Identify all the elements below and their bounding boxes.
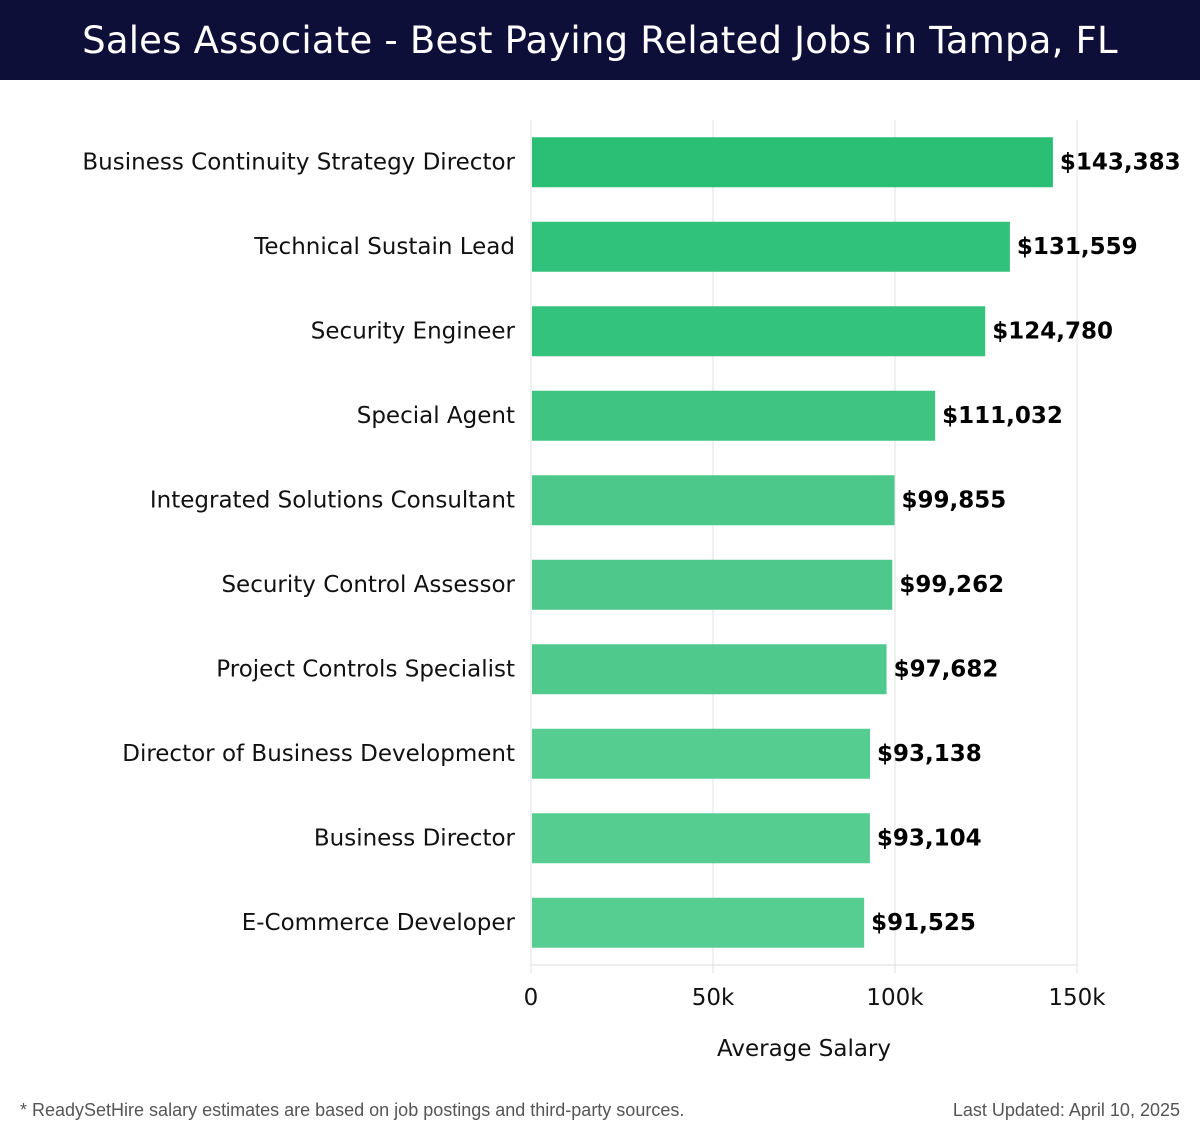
category-label: Technical Sustain Lead	[253, 234, 515, 260]
value-label: $131,559	[1017, 234, 1138, 260]
bar	[532, 728, 871, 779]
category-label: Security Control Assessor	[221, 572, 515, 598]
value-label: $143,383	[1060, 149, 1181, 175]
chart-title: Sales Associate - Best Paying Related Jo…	[0, 0, 1200, 80]
bar	[532, 559, 893, 610]
footnote: * ReadySetHire salary estimates are base…	[20, 1100, 685, 1120]
category-label: E-Commerce Developer	[242, 910, 516, 936]
x-tick-label: 150k	[1048, 985, 1106, 1011]
salary-bar-chart: Business Continuity Strategy Director $14…	[82, 120, 1181, 1062]
last-updated: Last Updated: April 10, 2025	[952, 1100, 1180, 1120]
x-tick-label: 50k	[692, 985, 735, 1011]
category-label: Director of Business Development	[122, 741, 515, 767]
bar	[532, 137, 1053, 188]
value-label: $91,525	[871, 910, 976, 936]
category-label: Business Continuity Strategy Director	[82, 149, 515, 175]
x-axis-title: Average Salary	[717, 1036, 891, 1062]
category-label: Special Agent	[357, 403, 515, 429]
value-label: $97,682	[894, 656, 999, 682]
category-label: Integrated Solutions Consultant	[150, 487, 515, 513]
value-label: $99,855	[901, 487, 1006, 513]
bar	[532, 475, 895, 526]
bar	[532, 897, 865, 948]
category-label: Security Engineer	[311, 318, 516, 344]
bar	[532, 306, 986, 357]
x-tick-label: 100k	[866, 985, 924, 1011]
bar	[532, 644, 887, 695]
category-label: Project Controls Specialist	[216, 656, 515, 682]
value-label: $111,032	[942, 403, 1063, 429]
bar	[532, 221, 1010, 272]
bar	[532, 390, 936, 441]
value-label: $124,780	[992, 318, 1113, 344]
value-label: $93,138	[877, 741, 982, 767]
category-label: Business Director	[314, 825, 516, 851]
value-label: $93,104	[877, 825, 982, 851]
bar	[532, 813, 870, 864]
x-tick-label: 0	[524, 985, 539, 1011]
value-label: $99,262	[899, 572, 1004, 598]
